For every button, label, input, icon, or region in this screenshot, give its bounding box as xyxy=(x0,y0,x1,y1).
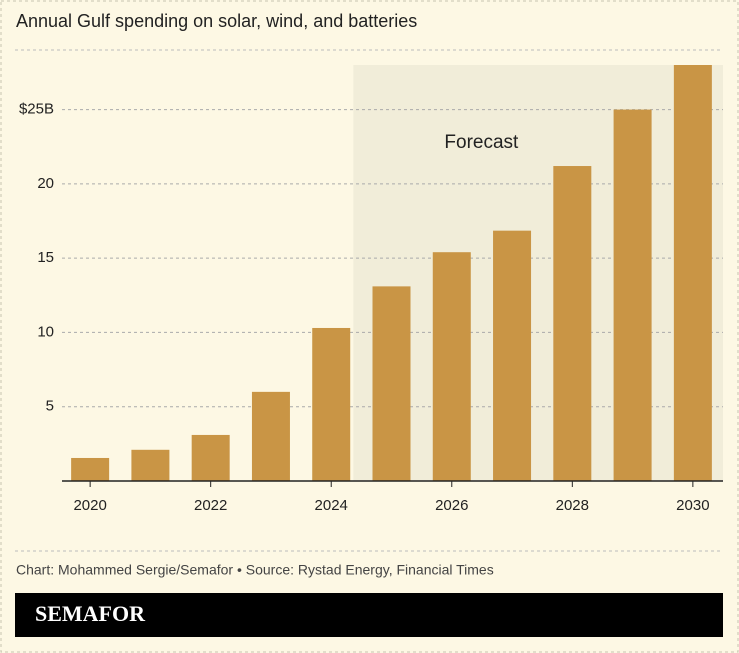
x-tick-label: 2024 xyxy=(315,497,348,514)
y-tick-label: 20 xyxy=(37,175,54,192)
forecast-shade xyxy=(353,65,723,481)
bar xyxy=(673,65,712,481)
x-tick-label: 2020 xyxy=(73,497,106,514)
y-tick-label: $25B xyxy=(19,101,54,118)
bar xyxy=(71,457,110,481)
bar xyxy=(372,286,411,481)
bar xyxy=(191,434,230,481)
bar xyxy=(251,391,290,481)
x-tick-label: 2030 xyxy=(676,497,709,514)
source: Chart: Mohammed Sergie/Semafor • Source:… xyxy=(16,562,494,578)
y-tick-label: 5 xyxy=(46,398,54,415)
bar xyxy=(553,166,592,481)
x-tick-label: 2028 xyxy=(556,497,589,514)
bar xyxy=(432,252,471,481)
y-tick-label: 15 xyxy=(37,249,54,266)
bar xyxy=(613,109,652,482)
plot: Forecast 5 10 15 20 $25B 2020 2022 2024 2026 2028 2… xyxy=(19,65,723,514)
x-tick-label: 2026 xyxy=(435,497,468,514)
y-tick-label: 10 xyxy=(37,323,54,340)
x-tick-label: 2022 xyxy=(194,497,227,514)
annotation: Forecast xyxy=(444,132,519,153)
bar xyxy=(493,230,532,481)
brand-bar xyxy=(15,593,723,637)
brand: SEMAFOR xyxy=(35,601,146,626)
bar xyxy=(312,327,351,481)
chart-title: Annual Gulf spending on solar, wind, and… xyxy=(16,11,417,31)
bar xyxy=(131,449,170,481)
